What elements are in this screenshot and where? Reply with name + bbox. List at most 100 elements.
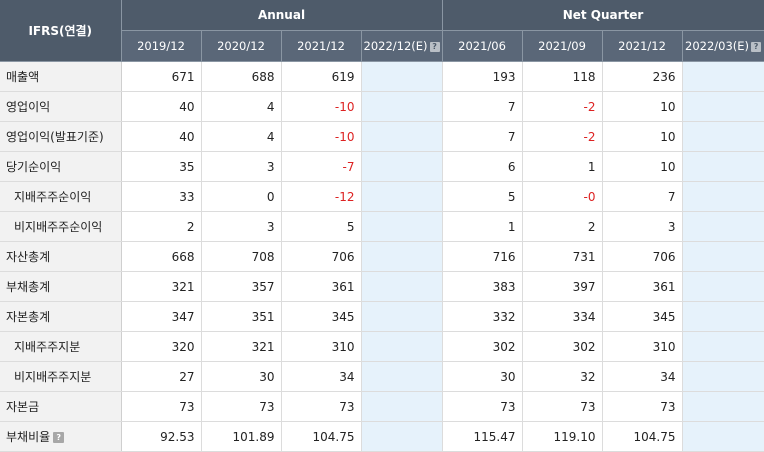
table-row: 영업이익 40 4 -10 7 -2 10 — [0, 91, 764, 122]
row-label: 당기순이익 — [6, 160, 62, 174]
quarter-value-cell: 30 — [441, 361, 523, 392]
quarter-value-cell: 115.47 — [441, 421, 523, 452]
help-icon[interactable]: ? — [53, 432, 65, 443]
annual-value-cell — [361, 271, 443, 302]
row-label-cell: 부채비율? — [0, 421, 122, 452]
col-label: 2022/03(E) — [685, 39, 750, 53]
help-icon[interactable]: ? — [429, 42, 440, 52]
quarter-value-cell: 73 — [522, 391, 603, 422]
quarter-value-cell: 302 — [441, 331, 523, 362]
table-body: 매출액 671 688 619 193 118 236 영업이익 40 4 -10 7 -2 10 영업이익… — [0, 61, 764, 452]
annual-value-cell: 5 — [281, 211, 362, 242]
quarter-value-cell — [682, 211, 764, 242]
row-label-cell: 비지배주주순이익 — [0, 211, 122, 242]
help-icon[interactable]: ? — [751, 42, 762, 52]
quarter-value-cell — [682, 181, 764, 212]
quarter-value-cell: 383 — [441, 271, 523, 302]
row-label-cell: 자산총계 — [0, 241, 122, 272]
quarter-value-cell — [682, 271, 764, 302]
annual-value-cell — [361, 61, 443, 92]
annual-value-cell: 321 — [121, 271, 202, 302]
annual-value-cell: 668 — [121, 241, 202, 272]
quarter-value-cell — [682, 331, 764, 362]
quarter-value-cell — [682, 301, 764, 332]
annual-value-cell: 35 — [121, 151, 202, 182]
col-annual-1: 2020/12 — [201, 30, 282, 62]
row-label-cell: 영업이익 — [0, 91, 122, 122]
quarter-value-cell: 118 — [522, 61, 603, 92]
col-label: 2022/12(E) — [363, 39, 428, 53]
annual-value-cell: 101.89 — [201, 421, 282, 452]
quarter-value-cell: 32 — [522, 361, 603, 392]
annual-value-cell: -7 — [281, 151, 362, 182]
table-row: 매출액 671 688 619 193 118 236 — [0, 61, 764, 92]
col-annual-2: 2021/12 — [281, 30, 362, 62]
quarter-value-cell — [682, 361, 764, 392]
annual-value-cell: 73 — [121, 391, 202, 422]
table-row: 비지배주주지분 27 30 34 30 32 34 — [0, 361, 764, 392]
annual-value-cell: 706 — [281, 241, 362, 272]
annual-value-cell: 2 — [121, 211, 202, 242]
quarter-value-cell: 302 — [522, 331, 603, 362]
quarter-value-cell: -2 — [522, 121, 603, 152]
row-label-cell: 지배주주순이익 — [0, 181, 122, 212]
row-label: 자본금 — [6, 400, 40, 414]
quarter-value-cell: 10 — [602, 91, 683, 122]
quarter-value-cell: 334 — [522, 301, 603, 332]
annual-value-cell: 619 — [281, 61, 362, 92]
annual-value-cell — [361, 241, 443, 272]
row-label-cell: 자본총계 — [0, 301, 122, 332]
quarter-value-cell: 731 — [522, 241, 603, 272]
annual-value-cell — [361, 121, 443, 152]
row-label: 지배주주순이익 — [14, 190, 92, 204]
quarter-value-cell: -2 — [522, 91, 603, 122]
quarter-value-cell: 332 — [441, 301, 523, 332]
annual-value-cell: 3 — [201, 211, 282, 242]
annual-value-cell — [361, 361, 443, 392]
row-label: 비지배주주순이익 — [14, 220, 103, 234]
annual-value-cell: 4 — [201, 91, 282, 122]
row-label: 부채총계 — [6, 280, 51, 294]
annual-value-cell: 40 — [121, 121, 202, 152]
quarter-value-cell: 10 — [602, 121, 683, 152]
col-label: 2021/12 — [297, 39, 345, 53]
col-quarter-3: 2022/03(E)? — [682, 30, 764, 62]
quarter-value-cell: 361 — [602, 271, 683, 302]
row-label-cell: 부채총계 — [0, 271, 122, 302]
quarter-value-cell: 73 — [441, 391, 523, 422]
quarter-value-cell: 2 — [522, 211, 603, 242]
annual-value-cell: 30 — [201, 361, 282, 392]
table-row: 자산총계 668 708 706 716 731 706 — [0, 241, 764, 272]
annual-value-cell — [361, 151, 443, 182]
row-label: 비지배주주지분 — [14, 370, 92, 384]
annual-value-cell: 73 — [201, 391, 282, 422]
quarter-value-cell — [682, 61, 764, 92]
col-quarter-0: 2021/06 — [442, 30, 523, 62]
annual-value-cell: -10 — [281, 121, 362, 152]
annual-value-cell: 104.75 — [281, 421, 362, 452]
annual-value-cell: 320 — [121, 331, 202, 362]
annual-value-cell: 4 — [201, 121, 282, 152]
quarter-value-cell: 104.75 — [602, 421, 683, 452]
quarter-value-cell: 34 — [602, 361, 683, 392]
table-row: 자본금 73 73 73 73 73 73 — [0, 391, 764, 422]
quarter-value-cell: 7 — [441, 91, 523, 122]
quarter-value-cell: 7 — [441, 121, 523, 152]
annual-value-cell: 73 — [281, 391, 362, 422]
table-row: 지배주주순이익 33 0 -12 5 -0 7 — [0, 181, 764, 212]
quarter-value-cell: 716 — [441, 241, 523, 272]
quarter-value-cell: 1 — [522, 151, 603, 182]
quarter-value-cell: 10 — [602, 151, 683, 182]
col-label: 2020/12 — [217, 39, 265, 53]
annual-value-cell: 357 — [201, 271, 282, 302]
row-label: 매출액 — [6, 70, 40, 84]
row-label: 자본총계 — [6, 310, 51, 324]
quarter-value-cell: 397 — [522, 271, 603, 302]
quarter-value-cell — [682, 91, 764, 122]
row-label: 지배주주지분 — [14, 340, 81, 354]
annual-value-cell: 347 — [121, 301, 202, 332]
annual-value-cell: 351 — [201, 301, 282, 332]
annual-value-cell — [361, 391, 443, 422]
annual-value-cell — [361, 331, 443, 362]
quarter-value-cell — [682, 391, 764, 422]
